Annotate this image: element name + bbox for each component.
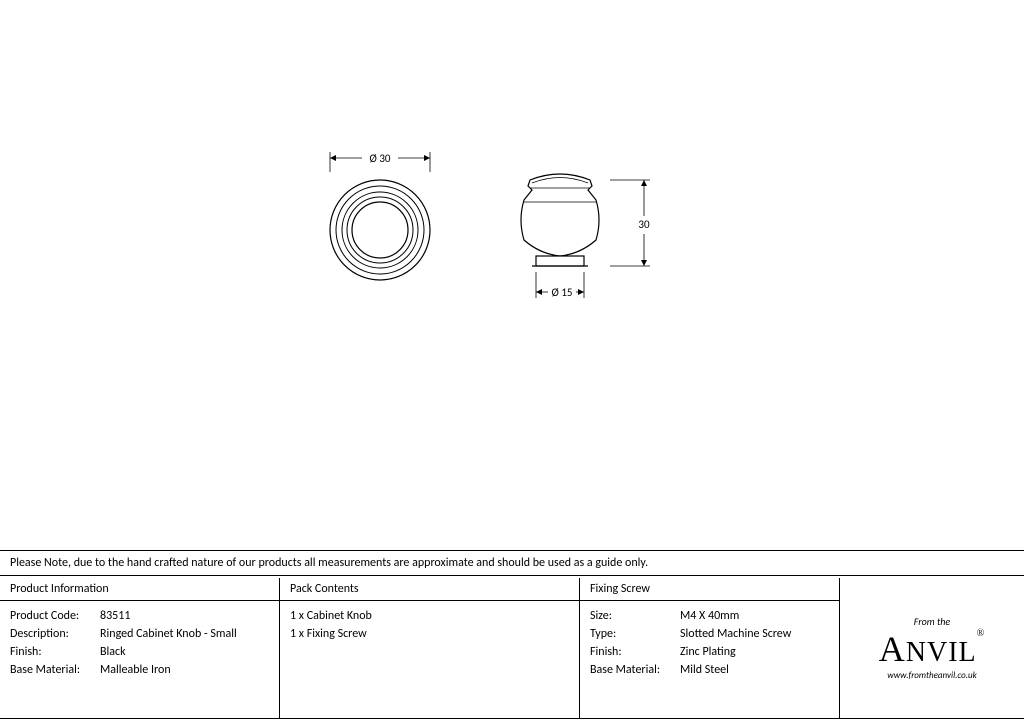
table-row: Type: Slotted Machine Screw [590, 625, 829, 643]
table-row: Base Material: Malleable Iron [10, 661, 269, 679]
logo-main-text: ANVIL® [879, 628, 985, 670]
fixing-base-material-label: Base Material: [590, 661, 680, 679]
fixing-screw-body: Size: M4 X 40mm Type: Slotted Machine Sc… [580, 601, 839, 718]
logo-column: From the ANVIL® www.fromtheanvil.co.uk [840, 578, 1024, 718]
description-label: Description: [10, 625, 100, 643]
finish-value: Black [100, 643, 269, 661]
fixing-finish-label: Finish: [590, 643, 680, 661]
pack-contents-body: 1 x Cabinet Knob 1 x Fixing Screw [280, 601, 579, 718]
size-value: M4 X 40mm [680, 607, 829, 625]
list-item: 1 x Cabinet Knob [290, 607, 569, 625]
list-item: 1 x Fixing Screw [290, 625, 569, 643]
product-code-value: 83511 [100, 607, 269, 625]
base-material-value: Malleable Iron [100, 661, 269, 679]
table-row: Product Code: 83511 [10, 607, 269, 625]
fixing-base-material-value: Mild Steel [680, 661, 829, 679]
product-info-column: Product Information Product Code: 83511 … [0, 578, 280, 718]
table-row: Size: M4 X 40mm [590, 607, 829, 625]
fixing-screw-header: Fixing Screw [580, 578, 839, 601]
top-dim-label: Ø 30 [370, 152, 391, 165]
type-label: Type: [590, 625, 680, 643]
table-row: Finish: Black [10, 643, 269, 661]
note-text: Please Note, due to the hand crafted nat… [10, 556, 648, 570]
height-dim-label: 30 [638, 218, 650, 231]
info-section: Product Information Product Code: 83511 … [0, 578, 1024, 719]
logo-url-text: www.fromtheanvil.co.uk [879, 670, 985, 681]
table-row: Finish: Zinc Plating [590, 643, 829, 661]
note-row: Please Note, due to the hand crafted nat… [0, 550, 1024, 576]
product-info-body: Product Code: 83511 Description: Ringed … [0, 601, 279, 718]
brand-logo: From the ANVIL® www.fromtheanvil.co.uk [879, 615, 985, 681]
fixing-finish-value: Zinc Plating [680, 643, 829, 661]
size-label: Size: [590, 607, 680, 625]
table-row: Base Material: Mild Steel [590, 661, 829, 679]
logo-from-text: From the [879, 615, 985, 628]
fixing-screw-column: Fixing Screw Size: M4 X 40mm Type: Slott… [580, 578, 840, 718]
base-material-label: Base Material: [10, 661, 100, 679]
product-info-header: Product Information [0, 578, 279, 601]
type-value: Slotted Machine Screw [680, 625, 829, 643]
pack-contents-header: Pack Contents [280, 578, 579, 601]
description-value: Ringed Cabinet Knob - Small [100, 625, 269, 643]
finish-label: Finish: [10, 643, 100, 661]
base-dim-label: Ø 15 [552, 286, 573, 299]
table-row: Description: Ringed Cabinet Knob - Small [10, 625, 269, 643]
drawing-area: Ø 30 30 Ø [0, 0, 1024, 550]
pack-contents-column: Pack Contents 1 x Cabinet Knob 1 x Fixin… [280, 578, 580, 718]
technical-drawing: Ø 30 30 Ø [300, 100, 740, 360]
product-code-label: Product Code: [10, 607, 100, 625]
